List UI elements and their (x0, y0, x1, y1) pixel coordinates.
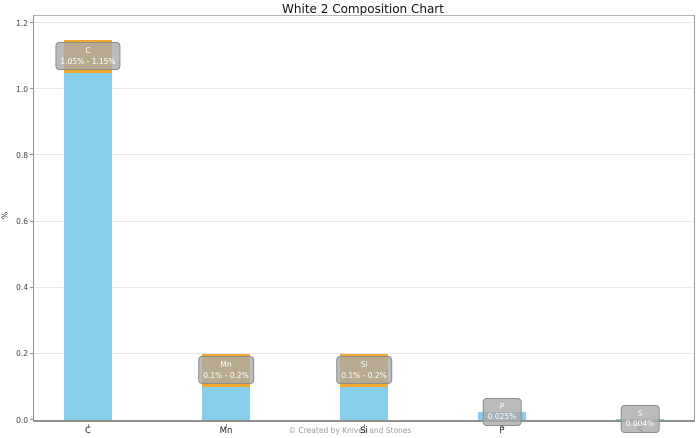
value-label-range: 0.1% - 0.2% (341, 370, 387, 380)
y-tick-label: 0.2 (16, 349, 28, 359)
y-tick-mark (30, 22, 34, 24)
value-label-element: Si (360, 360, 368, 370)
y-tick-label: 0.8 (16, 150, 28, 160)
x-tick-mark (364, 424, 365, 428)
y-axis-label: % (0, 211, 10, 220)
gridline (34, 286, 694, 288)
gridline (34, 352, 694, 354)
value-label-Mn: Mn 0.1% - 0.2% (198, 356, 254, 385)
value-label-range: 0.025% (487, 412, 517, 422)
y-tick-mark (30, 220, 34, 222)
value-label-range: 0.1% - 0.2% (203, 370, 249, 380)
x-tick-mark (502, 424, 503, 428)
x-tick-mark (88, 424, 89, 428)
y-tick-mark (30, 88, 34, 90)
value-label-element: C (85, 46, 91, 56)
y-tick-mark (30, 154, 34, 156)
value-label-range: 1.05% - 1.15% (60, 56, 116, 66)
gridline (34, 88, 694, 90)
value-label-C: C 1.05% - 1.15% (55, 42, 121, 71)
x-tick-label-Mn: Mn (219, 425, 233, 436)
bar-Si (340, 386, 388, 420)
y-tick-label: 1.0 (16, 84, 28, 94)
gridline (34, 220, 694, 222)
bar-Mn (202, 386, 250, 420)
y-tick-label: 0.6 (16, 216, 28, 226)
x-tick-label-Si: Si (360, 425, 368, 436)
chart-title: White 2 Composition Chart (282, 2, 444, 16)
gridline (34, 154, 694, 156)
y-tick-label: 0.4 (16, 282, 28, 292)
x-tick-label-P: P (499, 425, 505, 436)
y-tick-label: 0.0 (16, 415, 28, 425)
y-tick-mark (30, 419, 34, 420)
y-tick-label: 1.2 (16, 18, 28, 28)
x-tick-label-C: C (85, 425, 91, 436)
value-label-element: S (637, 408, 643, 418)
value-label-element: Mn (220, 360, 232, 370)
value-label-Si: Si 0.1% - 0.2% (336, 356, 392, 385)
value-label-S: S 0.004% (620, 404, 660, 433)
y-tick-mark (30, 286, 34, 288)
y-tick-mark (30, 352, 34, 354)
value-label-element: P (499, 401, 505, 411)
gridline (34, 22, 694, 24)
bar-C (64, 72, 112, 420)
value-label-P: P 0.025% (482, 397, 522, 426)
watermark-credit: © Created by Knives and Stones (288, 426, 412, 435)
value-label-range: 0.004% (625, 419, 655, 429)
plot-area: 0.0 0.2 0.4 0.6 0.8 1.0 1.2 C C 1.05% - 1.15% Mn Mn… (16, 15, 695, 435)
x-tick-mark (226, 424, 227, 428)
